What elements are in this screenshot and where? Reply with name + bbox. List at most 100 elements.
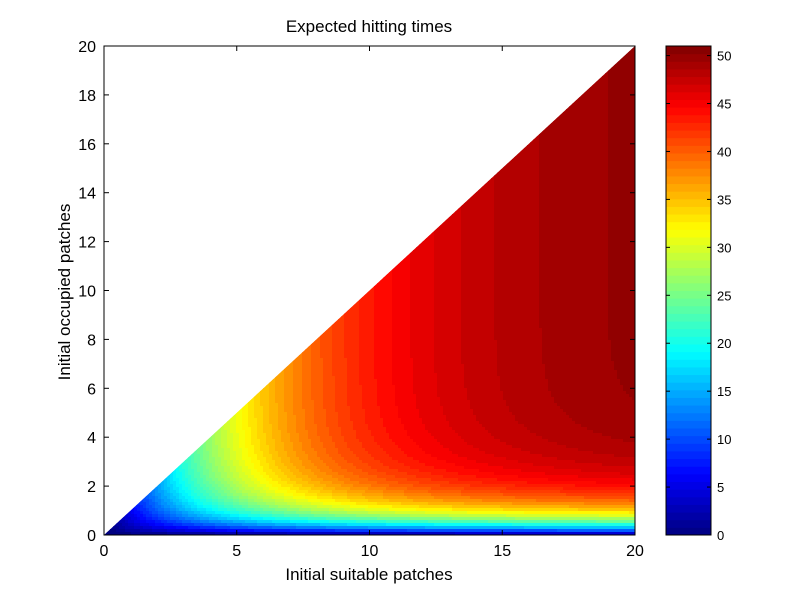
heatmap-cell bbox=[551, 214, 555, 218]
heatmap-cell bbox=[407, 268, 411, 272]
heatmap-cell bbox=[581, 172, 585, 176]
heatmap-cell bbox=[539, 310, 543, 314]
heatmap-cell bbox=[563, 286, 567, 290]
heatmap-cell bbox=[563, 271, 567, 275]
heatmap-cell bbox=[545, 262, 549, 266]
heatmap-cell bbox=[629, 64, 633, 68]
heatmap-cell bbox=[614, 139, 618, 143]
heatmap-cell bbox=[527, 310, 531, 314]
heatmap-cell bbox=[362, 319, 366, 323]
heatmap-cell bbox=[575, 247, 579, 251]
heatmap-cell bbox=[425, 241, 429, 245]
heatmap-cell bbox=[608, 178, 612, 182]
heatmap-cell bbox=[587, 88, 591, 92]
heatmap-cell bbox=[443, 277, 447, 281]
heatmap-cell bbox=[623, 220, 627, 224]
heatmap-cell bbox=[482, 301, 486, 305]
heatmap-cell bbox=[557, 121, 561, 125]
heatmap-cell bbox=[572, 307, 576, 311]
heatmap-cell bbox=[482, 250, 486, 254]
heatmap-cell bbox=[545, 244, 549, 248]
heatmap-cell bbox=[614, 124, 618, 128]
heatmap-cell bbox=[587, 235, 591, 239]
heatmap-cell bbox=[599, 220, 603, 224]
heatmap-cell bbox=[581, 277, 585, 281]
heatmap-cell bbox=[449, 262, 453, 266]
heatmap-cell bbox=[548, 310, 552, 314]
heatmap-cell bbox=[371, 286, 375, 290]
heatmap-cell bbox=[503, 232, 507, 236]
heatmap-cell bbox=[509, 193, 513, 197]
heatmap-cell bbox=[425, 238, 429, 242]
heatmap-cell bbox=[485, 256, 489, 260]
heatmap-cell bbox=[593, 229, 597, 233]
heatmap-cell bbox=[461, 274, 465, 278]
heatmap-cell bbox=[578, 250, 582, 254]
heatmap-cell bbox=[527, 220, 531, 224]
heatmap-cell bbox=[506, 259, 510, 263]
heatmap-cell bbox=[551, 241, 555, 245]
heatmap-cell bbox=[413, 250, 417, 254]
heatmap-cell bbox=[530, 283, 534, 287]
heatmap-cell bbox=[632, 118, 635, 122]
heatmap-cell bbox=[608, 172, 612, 176]
heatmap-cell bbox=[494, 208, 498, 212]
heatmap-cell bbox=[593, 124, 597, 128]
heatmap-cell bbox=[503, 199, 507, 203]
heatmap-cell bbox=[503, 283, 507, 287]
heatmap-cell bbox=[533, 316, 537, 320]
heatmap-cell bbox=[617, 211, 621, 215]
heatmap-cell bbox=[620, 220, 624, 224]
heatmap-cell bbox=[479, 286, 483, 290]
heatmap-cell bbox=[434, 313, 438, 317]
heatmap-cell bbox=[473, 241, 477, 245]
heatmap-cell bbox=[512, 202, 516, 206]
heatmap-cell bbox=[410, 280, 414, 284]
heatmap-cell bbox=[560, 112, 564, 116]
heatmap-cell bbox=[413, 265, 417, 269]
heatmap-cell bbox=[614, 274, 618, 278]
heatmap-cell bbox=[446, 274, 450, 278]
heatmap-cell bbox=[614, 82, 618, 86]
heatmap-cell bbox=[527, 217, 531, 221]
heatmap-cell bbox=[629, 226, 633, 230]
heatmap-cell bbox=[527, 157, 531, 161]
heatmap-cell bbox=[551, 250, 555, 254]
heatmap-cell bbox=[509, 310, 513, 314]
heatmap-cell bbox=[437, 301, 441, 305]
heatmap-cell bbox=[572, 151, 576, 155]
heatmap-cell bbox=[614, 250, 618, 254]
heatmap-cell bbox=[626, 292, 630, 296]
heatmap-cell bbox=[509, 304, 513, 308]
heatmap-cell bbox=[473, 211, 477, 215]
heatmap-cell bbox=[614, 316, 618, 320]
heatmap-cell bbox=[626, 268, 630, 272]
heatmap-cell bbox=[404, 292, 408, 296]
heatmap-cell bbox=[614, 88, 618, 92]
heatmap-cell bbox=[554, 184, 558, 188]
heatmap-cell bbox=[392, 313, 396, 317]
heatmap-cell bbox=[503, 223, 507, 227]
heatmap-cell bbox=[527, 208, 531, 212]
heatmap-cell bbox=[590, 211, 594, 215]
heatmap-cell bbox=[407, 280, 411, 284]
heatmap-cell bbox=[626, 115, 630, 119]
heatmap-cell bbox=[479, 271, 483, 275]
heatmap-cell bbox=[380, 310, 384, 314]
heatmap-cell bbox=[452, 235, 456, 239]
heatmap-cell bbox=[431, 316, 435, 320]
heatmap-cell bbox=[584, 247, 588, 251]
heatmap-cell bbox=[590, 175, 594, 179]
heatmap-cell bbox=[551, 235, 555, 239]
heatmap-cell bbox=[512, 298, 516, 302]
heatmap-cell bbox=[434, 271, 438, 275]
heatmap-cell bbox=[590, 256, 594, 260]
heatmap-cell bbox=[566, 124, 570, 128]
heatmap-cell bbox=[518, 223, 522, 227]
heatmap-cell bbox=[482, 256, 486, 260]
heatmap-cell bbox=[437, 232, 441, 236]
heatmap-cell bbox=[389, 295, 393, 299]
heatmap-cell bbox=[623, 256, 627, 260]
heatmap-cell bbox=[569, 262, 573, 266]
heatmap-cell bbox=[608, 310, 612, 314]
